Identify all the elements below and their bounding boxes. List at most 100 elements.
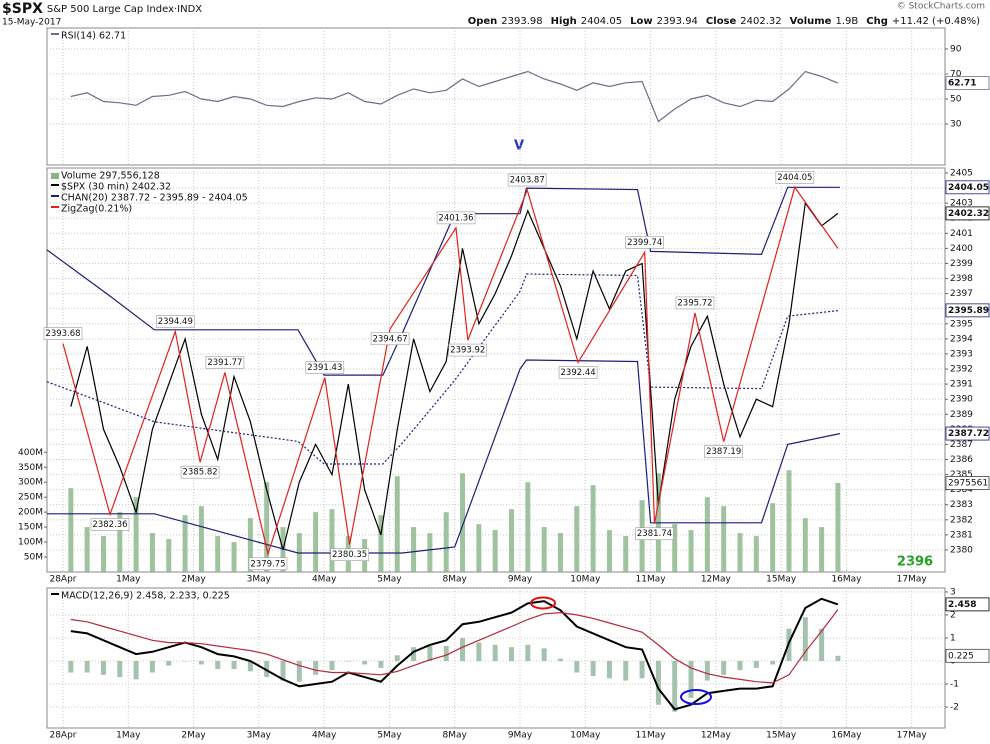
- quote-value: 1.9B: [835, 16, 858, 27]
- point-label-box: [704, 445, 743, 458]
- x-tick-label: 9May: [508, 731, 533, 741]
- value-tag: 2975561: [948, 478, 988, 488]
- bar: [394, 476, 400, 572]
- y-tick-label: -1: [950, 680, 959, 690]
- x-tick-label: 8May: [443, 731, 468, 741]
- bar: [117, 660, 123, 678]
- bar: [623, 660, 629, 681]
- x-tick-label: 11May: [636, 731, 667, 741]
- x-tick-label: 16May: [831, 731, 862, 741]
- bar: [819, 527, 825, 572]
- bar: [590, 660, 596, 676]
- bar: [198, 506, 204, 572]
- point-label-box: [43, 327, 83, 340]
- point-label-box: [248, 557, 288, 571]
- y-tick-label: 2399: [950, 259, 973, 269]
- x-tick-label: 17May: [897, 575, 928, 585]
- bar: [329, 509, 335, 572]
- x-tick-label: 1May: [116, 731, 141, 741]
- y-tick-label: 3: [950, 587, 956, 597]
- bar: [215, 660, 221, 670]
- bar: [525, 644, 531, 661]
- y2-tick-label: 250M: [18, 493, 43, 503]
- bar: [606, 660, 612, 679]
- y2-tick-label: 350M: [18, 463, 43, 473]
- legend-swatch: [51, 195, 59, 197]
- panel-border: [46, 587, 946, 729]
- bar: [721, 506, 727, 572]
- y-tick-label: 2400: [950, 244, 973, 254]
- point-label: 2391.43: [307, 363, 342, 373]
- point-label-box: [775, 171, 815, 184]
- date: 15-May-2017: [2, 18, 61, 28]
- point-label: 2403.87: [510, 176, 545, 186]
- bar: [133, 497, 139, 572]
- bar: [411, 527, 417, 572]
- y2-tick-label: 300M: [18, 478, 43, 488]
- point-label-box: [436, 211, 476, 225]
- point-label-box: [675, 296, 715, 310]
- point-label: 2387.19: [706, 447, 741, 457]
- point-label-box: [370, 332, 410, 346]
- bar: [460, 637, 466, 661]
- quote-label: Close: [706, 16, 737, 27]
- bar: [737, 533, 743, 572]
- bar: [672, 660, 678, 712]
- point-label: 2393.68: [45, 329, 80, 339]
- point-label-box: [305, 361, 345, 374]
- panel-border: [46, 27, 946, 166]
- quote-label: High: [551, 16, 577, 27]
- bar: [574, 660, 580, 673]
- header-title: $SPX S&P 500 Large Cap Index·INDX: [2, 1, 202, 17]
- y-tick-label: 2390: [950, 395, 973, 405]
- symbol: $SPX: [2, 1, 43, 17]
- y-tick-label: 2405: [950, 168, 973, 178]
- y-tick-label: 2394: [950, 334, 973, 344]
- quote-value: 2393.98: [501, 16, 542, 27]
- bar: [476, 642, 482, 661]
- bar: [166, 539, 172, 572]
- bar: [362, 660, 368, 665]
- y2-tick-label: 100M: [18, 538, 43, 548]
- bar: [770, 660, 776, 665]
- y-tick-label: 2382: [950, 515, 973, 525]
- annotation-marker: V: [514, 139, 524, 154]
- bar: [835, 482, 841, 572]
- x-tick-label: 15May: [766, 731, 797, 741]
- series-line: [46, 273, 840, 465]
- quote-label: Chg: [866, 16, 888, 27]
- y-tick-label: 2398: [950, 274, 973, 284]
- y-tick-label: 2384: [950, 485, 973, 495]
- value-tag-box: [945, 206, 990, 221]
- value-tag: 2402.32: [948, 209, 989, 219]
- point-label: 2379.75: [250, 559, 285, 569]
- highlight-ellipse: [530, 596, 556, 610]
- value-tag-box: [945, 180, 990, 195]
- legend-swatch: [51, 33, 59, 35]
- bar: [100, 536, 106, 572]
- credit: © StockCharts.com: [897, 2, 985, 12]
- value-tag-box: [945, 476, 990, 490]
- x-tick-label: 12May: [701, 731, 732, 741]
- value-tag-box: [945, 597, 990, 612]
- bar: [149, 660, 155, 673]
- legend-label: $SPX (30 min) 2402.32: [61, 182, 171, 193]
- bar: [753, 660, 759, 668]
- bar: [231, 542, 237, 572]
- bar: [313, 512, 319, 572]
- value-tag-box: [945, 303, 990, 318]
- x-tick-label: 4May: [312, 575, 337, 585]
- bar: [84, 527, 90, 572]
- bar: [606, 530, 612, 572]
- point-label-box: [330, 548, 369, 562]
- value-tag-box: [945, 76, 990, 91]
- bar: [623, 536, 629, 572]
- legend-swatch: [51, 173, 59, 179]
- y-tick-label: 2385: [950, 470, 973, 480]
- index-name: S&P 500 Large Cap Index·INDX: [47, 4, 202, 15]
- quote-value: 2402.32: [740, 16, 781, 27]
- point-label: 2395.72: [677, 298, 712, 308]
- value-tag: 2387.72: [948, 429, 989, 439]
- point-label: 2399.74: [627, 238, 662, 248]
